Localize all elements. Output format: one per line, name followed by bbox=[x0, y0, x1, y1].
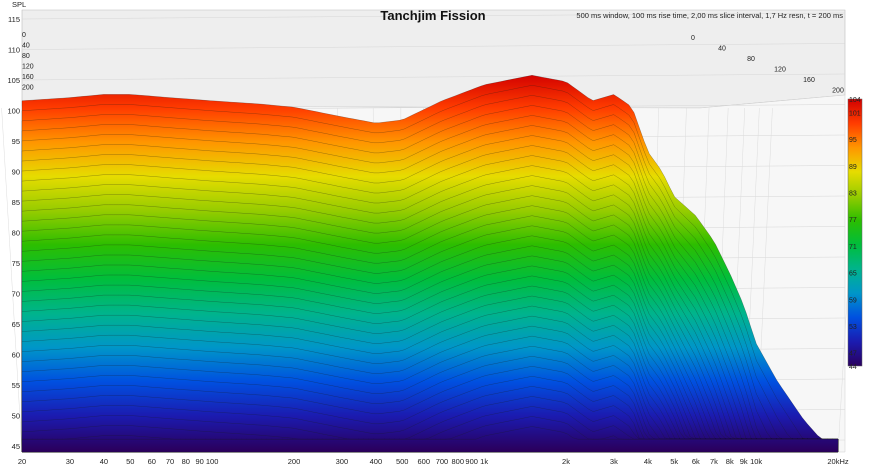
time-tick-label-left: 200 bbox=[22, 85, 34, 92]
colorbar-tick-label: 47 bbox=[849, 351, 857, 358]
x-tick-label: 50 bbox=[126, 457, 134, 466]
x-tick-label: 500 bbox=[396, 457, 409, 466]
x-tick-label: 80 bbox=[182, 457, 190, 466]
x-axis-ticks: 20 30 40 50 60 70 80 90 100 200 300 400 500 600 700 800… bbox=[18, 457, 849, 466]
time-tick-label-right: 160 bbox=[803, 77, 815, 84]
y-tick-label: 55 bbox=[12, 381, 20, 390]
x-tick-label: 90 bbox=[196, 457, 204, 466]
x-tick-label: 70 bbox=[166, 457, 174, 466]
time-tick-label-right: 120 bbox=[774, 67, 786, 74]
back-wall bbox=[21, 9, 846, 109]
y-tick-label: 85 bbox=[12, 198, 20, 207]
y-tick-label: 75 bbox=[12, 259, 20, 268]
colorbar-tick-label: 65 bbox=[849, 271, 857, 278]
colorbar-tick-label: 83 bbox=[849, 190, 857, 197]
x-tick-label: 10k bbox=[750, 457, 762, 466]
time-tick-label-left: 0 bbox=[22, 32, 26, 39]
y-tick-label: 100 bbox=[7, 107, 20, 116]
time-tick-label-left: 120 bbox=[22, 64, 34, 71]
y-tick-label: 110 bbox=[8, 46, 20, 55]
y-tick-label: 70 bbox=[12, 290, 20, 299]
colorbar-tick-label: 89 bbox=[849, 164, 857, 171]
x-tick-label: 7k bbox=[710, 457, 718, 466]
colorbar-tick-label: 53 bbox=[849, 324, 857, 331]
x-tick-label: 4k bbox=[644, 457, 652, 466]
y-tick-label: 50 bbox=[12, 412, 20, 421]
time-axis-ticks: 0 0 40 40 80 80 120 120 160 160 200 200 bbox=[22, 32, 844, 95]
colorbar-tick-label: 104 bbox=[849, 97, 861, 104]
x-tick-label: 400 bbox=[370, 457, 383, 466]
colorbar-tick-label: 77 bbox=[849, 217, 857, 224]
y-tick-label: 105 bbox=[7, 76, 20, 85]
time-tick-label-right: 200 bbox=[832, 88, 844, 95]
colorbar-tick-label: 71 bbox=[849, 244, 857, 251]
y-tick-label: 65 bbox=[12, 320, 20, 329]
x-tick-label: 30 bbox=[66, 457, 74, 466]
time-tick-label-left: 80 bbox=[22, 53, 30, 60]
time-tick-label-right: 0 bbox=[691, 35, 695, 42]
colorbar bbox=[847, 98, 863, 367]
colorbar-tick-label: 101 bbox=[849, 110, 861, 117]
x-tick-label: 700 bbox=[436, 457, 449, 466]
x-tick-label: 200 bbox=[288, 457, 301, 466]
x-tick-label: 9k bbox=[740, 457, 748, 466]
y-tick-label: 45 bbox=[12, 442, 20, 451]
y-grid-line bbox=[21, 73, 846, 81]
x-tick-label: 1k bbox=[480, 457, 488, 466]
x-tick-label: 5k bbox=[670, 457, 678, 466]
colorbar-tick-label: 95 bbox=[849, 137, 857, 144]
waterfall-slice bbox=[21, 426, 839, 453]
y-tick-label: 115 bbox=[8, 15, 20, 24]
x-tick-label: 8k bbox=[726, 457, 734, 466]
y-grid-line bbox=[21, 43, 846, 50]
y-tick-label: 95 bbox=[12, 137, 20, 146]
y-tick-label: 60 bbox=[12, 351, 20, 360]
x-tick-label: 600 bbox=[418, 457, 431, 466]
x-tick-label: 60 bbox=[148, 457, 156, 466]
time-tick-label-right: 80 bbox=[747, 56, 755, 63]
x-grid-line bbox=[1, 107, 23, 453]
colorbar-tick-label: 44 bbox=[849, 364, 857, 371]
time-tick-label-left: 40 bbox=[22, 43, 30, 50]
x-tick-label: 800 bbox=[452, 457, 465, 466]
x-tick-label: 6k bbox=[692, 457, 700, 466]
x-tick-label: 900 bbox=[465, 457, 478, 466]
colorbar-ticks: 104 101 95 89 83 77 71 65 59 53 47 44 bbox=[849, 97, 861, 371]
x-tick-label: 20 bbox=[18, 457, 26, 466]
x-tick-label: 40 bbox=[100, 457, 108, 466]
y-tick-label: 90 bbox=[12, 168, 20, 177]
time-tick-label-left: 160 bbox=[22, 74, 34, 81]
waterfall-surface bbox=[21, 75, 839, 453]
y-axis-label: SPL bbox=[12, 0, 26, 9]
y-tick-label: 80 bbox=[12, 229, 20, 238]
time-tick-label-right: 40 bbox=[718, 46, 726, 53]
x-tick-label: 2k bbox=[562, 457, 570, 466]
colorbar-tick-label: 59 bbox=[849, 297, 857, 304]
x-tick-label: 100 bbox=[206, 457, 219, 466]
chart-subtitle: 500 ms window, 100 ms rise time, 2,00 ms… bbox=[576, 11, 843, 20]
y-grid-line bbox=[21, 12, 846, 20]
x-tick-label: 300 bbox=[336, 457, 349, 466]
y-axis-ticks: 115 110 105 100 95 90 85 80 75 70 65 60 55 50 45 bbox=[7, 15, 20, 451]
x-tick-label: 20kHz bbox=[827, 457, 849, 466]
x-tick-label: 3k bbox=[610, 457, 618, 466]
chart-title: Tanchjim Fission bbox=[380, 8, 485, 23]
